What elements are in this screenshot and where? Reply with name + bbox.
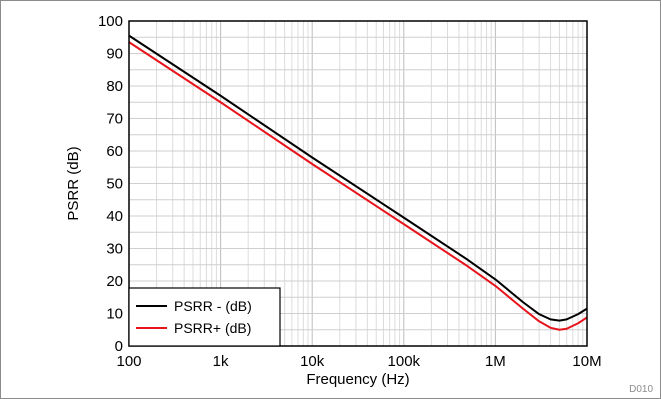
y-tick-label: 60 [106,143,123,160]
x-tick-label: 10k [300,353,325,370]
y-tick-label: 30 [106,241,123,258]
x-tick-label: 1M [485,353,506,370]
y-axis-title: PSRR (dB) [65,146,82,220]
x-tick-label: 10M [572,353,601,370]
legend: PSRR - (dB) PSRR+ (dB) [128,287,281,347]
series-line-psrr-minus [128,34,588,322]
y-tick-label: 100 [98,13,123,30]
y-tick-label: 20 [106,273,123,290]
x-tick-label: 100k [388,353,421,370]
series-line-psrr-plus [128,41,588,331]
legend-label: PSRR - (dB) [174,298,252,314]
y-tick-label: 0 [115,338,123,355]
y-tick-label: 90 [106,46,123,63]
x-tick-label: 100 [116,353,141,370]
x-axis-title: Frequency (Hz) [306,371,409,388]
series-layer [128,34,588,331]
tick-labels: 0 10 20 30 40 50 60 70 80 90 100 100 1k 10k 100k 1M 10M [98,13,602,370]
y-tick-label: 70 [106,111,123,128]
y-tick-label: 50 [106,176,123,193]
figure-code: D010 [629,384,653,395]
legend-label: PSRR+ (dB) [174,320,251,336]
y-tick-label: 40 [106,208,123,225]
legend-box [128,287,281,347]
y-tick-label: 80 [106,78,123,95]
y-tick-label: 10 [106,306,123,323]
plot-frame [128,20,588,347]
x-tick-label: 1k [213,353,229,370]
